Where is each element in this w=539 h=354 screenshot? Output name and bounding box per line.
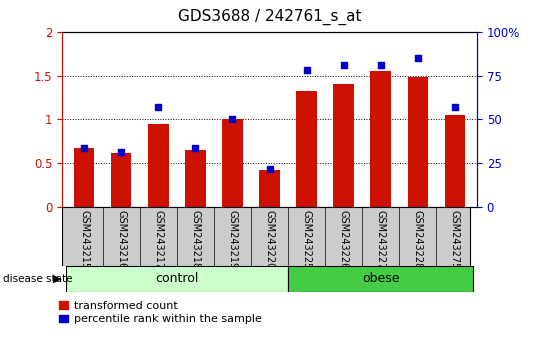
Text: GSM243219: GSM243219 [227, 210, 238, 269]
Legend: transformed count, percentile rank within the sample: transformed count, percentile rank withi… [59, 301, 262, 325]
Bar [111, 153, 132, 207]
Text: GSM243215: GSM243215 [79, 210, 89, 269]
Point [191, 145, 199, 150]
Text: GSM243218: GSM243218 [190, 210, 201, 269]
Bar [74, 148, 94, 207]
Text: GSM243228: GSM243228 [413, 210, 423, 269]
Text: ▶: ▶ [53, 274, 61, 284]
Text: GSM243226: GSM243226 [338, 210, 349, 269]
Bar [296, 91, 317, 207]
Point [302, 68, 311, 73]
Text: GDS3688 / 242761_s_at: GDS3688 / 242761_s_at [178, 9, 361, 25]
Point [451, 104, 459, 110]
Point [154, 104, 163, 110]
Text: disease state: disease state [3, 274, 72, 284]
Text: obese: obese [362, 272, 399, 285]
Point [265, 166, 274, 171]
Point [117, 149, 126, 155]
Text: GSM243227: GSM243227 [376, 210, 386, 269]
Bar [148, 124, 169, 207]
Text: GSM243217: GSM243217 [153, 210, 163, 269]
Point [80, 145, 88, 150]
Text: GSM243220: GSM243220 [265, 210, 274, 269]
Bar [445, 115, 465, 207]
Bar [259, 170, 280, 207]
Bar [222, 120, 243, 207]
Point [340, 62, 348, 68]
Point [376, 62, 385, 68]
Bar [334, 84, 354, 207]
Text: GSM243225: GSM243225 [301, 210, 312, 269]
Bar [185, 150, 205, 207]
Text: GSM243216: GSM243216 [116, 210, 126, 269]
Point [413, 55, 422, 61]
Bar [370, 71, 391, 207]
Text: GSM243275: GSM243275 [450, 210, 460, 269]
Bar [407, 78, 428, 207]
Point [228, 117, 237, 122]
Bar [66, 266, 288, 292]
Text: control: control [155, 272, 198, 285]
Bar [288, 266, 473, 292]
